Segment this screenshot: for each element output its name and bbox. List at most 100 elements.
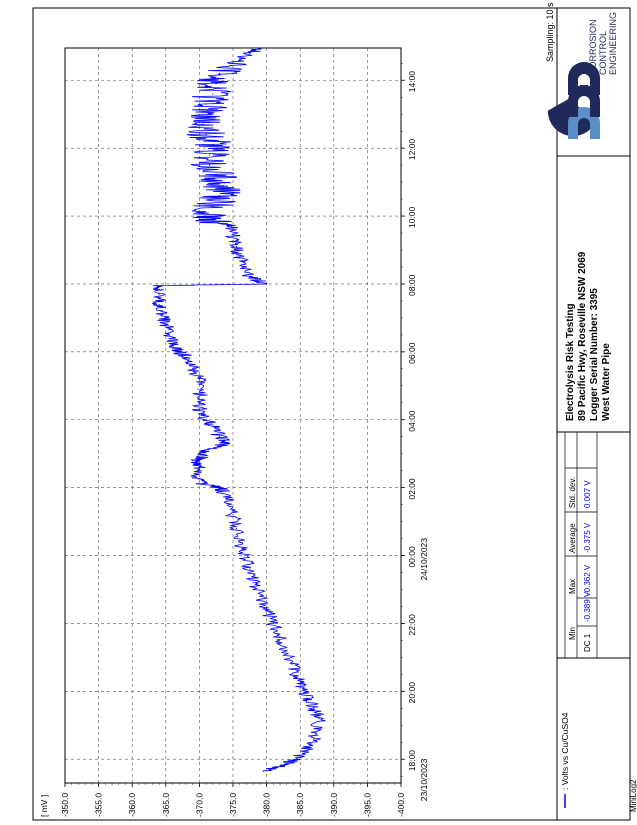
data-point (208, 113, 211, 115)
info-location: West Water Pipe (601, 343, 612, 421)
stats-value-stddev: 0.007 V (583, 480, 592, 508)
date-label: 24/10/2023 (419, 538, 429, 581)
stats-header-min: Min (568, 627, 577, 640)
data-point (291, 663, 293, 665)
data-point (198, 466, 200, 468)
data-point (212, 144, 214, 146)
data-point (242, 266, 244, 268)
data-point (212, 93, 214, 95)
data-point (198, 408, 200, 411)
data-point (313, 707, 315, 709)
data-point (296, 677, 298, 679)
tick-label-time: 02:00 (407, 478, 417, 500)
tick-label-time: 06:00 (407, 342, 417, 364)
tick-label-mv: -385.0 (295, 793, 305, 817)
tick-label-time: 18:00 (407, 750, 417, 772)
tick-label-mv: -365.0 (161, 793, 171, 817)
data-point (158, 303, 160, 305)
data-point (239, 541, 241, 543)
axis-unit-label: [ mV ] (39, 795, 49, 817)
data-point (208, 154, 211, 156)
data-point (296, 758, 298, 760)
data-point (192, 459, 194, 462)
tick-label-time: 20:00 (407, 682, 417, 704)
data-point (202, 398, 204, 400)
data-point (205, 419, 207, 421)
tick-label-mv: -380.0 (262, 793, 272, 817)
data-point (202, 123, 204, 125)
data-point (279, 765, 281, 767)
data-point (286, 649, 288, 652)
data-point (222, 490, 224, 492)
data-point (252, 582, 254, 584)
data-point (249, 52, 251, 54)
tick-label-mv: -360.0 (127, 793, 137, 817)
data-point (218, 487, 221, 489)
stats-value-min: -0.389 V (583, 591, 592, 622)
data-point (215, 174, 217, 176)
tick-label-time: 12:00 (407, 139, 417, 161)
company-name-line2: CONTROL (598, 31, 608, 75)
info-address: 89 Pacific Hwy, Roseville NSW 2069 (577, 251, 588, 421)
data-point (318, 717, 320, 720)
data-point (266, 283, 268, 285)
data-point (222, 184, 224, 187)
tick-label-time: 04:00 (407, 410, 417, 432)
series-line (152, 47, 326, 772)
plot-area: -350.0 -355.0 -360.0 -365.0 -370.0 -375.0 -380… (39, 47, 429, 817)
data-point (225, 442, 227, 445)
data-point (232, 62, 234, 64)
data-point (244, 554, 246, 557)
info-title: Electrolysis Risk Testing (565, 303, 576, 421)
data-point (239, 256, 241, 258)
tick-label-time: 14:00 (407, 71, 417, 93)
stats-row-label: DC 1 (583, 633, 592, 652)
tick-label-time: 00:00 (407, 546, 417, 568)
data-point (161, 313, 164, 316)
stats-header-stddev: Std. dev. (568, 477, 577, 508)
data-point (313, 738, 315, 740)
data-point (157, 285, 159, 287)
stats-table: Min Max Average Std. dev. DC 1 -0.389 V … (564, 432, 598, 658)
tick-label-mv: -375.0 (228, 793, 238, 817)
data-point (306, 748, 308, 750)
info-logger: Logger Serial Number: 3395 (589, 288, 600, 421)
data-point (202, 483, 204, 485)
data-point (202, 456, 204, 458)
data-point (212, 205, 214, 207)
data-point (249, 276, 251, 278)
tick-label-time: 10:00 (407, 207, 417, 229)
data-point (212, 220, 214, 222)
data-point (299, 687, 301, 689)
logo-e-bar (580, 85, 588, 95)
company-name-line3: ENGINEERING (608, 12, 618, 75)
data-point (212, 425, 214, 428)
data-point (232, 514, 234, 516)
data-point (231, 225, 233, 227)
tick-label-mv: -355.0 (94, 793, 104, 817)
data-point (171, 344, 174, 346)
stats-value-max: -0.362 V (583, 564, 592, 595)
tick-label-mv: -350.0 (60, 793, 70, 817)
logo-letters (568, 62, 600, 139)
company-name-line1: CORROSION (588, 19, 598, 75)
sampling-label: Sampling: 10 s (545, 2, 555, 62)
data-point (205, 133, 207, 136)
date-label: 23/10/2023 (419, 758, 429, 801)
data-point (188, 358, 190, 360)
data-point (198, 378, 200, 380)
data-point (306, 697, 308, 699)
tick-label-time: 22:00 (407, 614, 417, 636)
data-point (218, 72, 221, 75)
tick-label-mv: -400.0 (396, 793, 406, 817)
data-point (225, 500, 227, 502)
data-point (197, 388, 199, 390)
data-point (279, 636, 281, 638)
data-point (218, 195, 221, 197)
data-point (272, 622, 274, 625)
software-label: MiniLog2 (629, 779, 637, 812)
data-point (266, 609, 268, 611)
stats-value-average: -0.375 V (583, 522, 592, 553)
data-point (259, 595, 261, 597)
